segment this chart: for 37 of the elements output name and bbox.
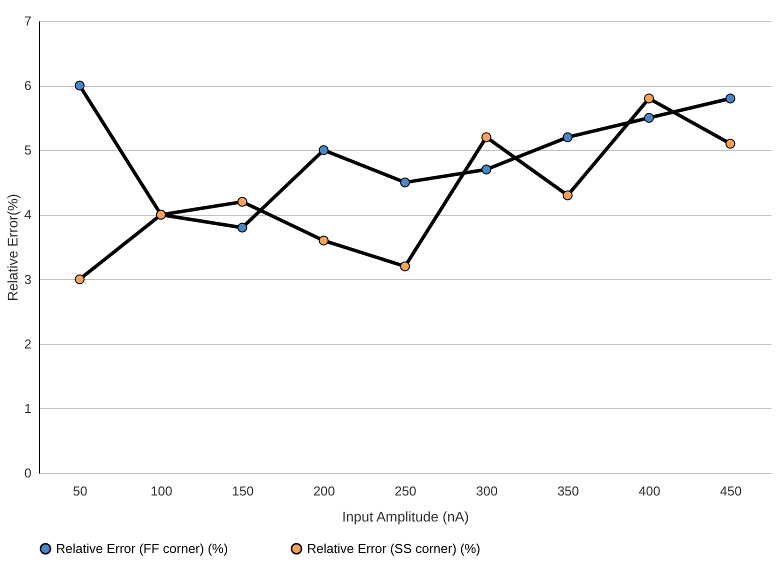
x-tick-label: 200 [313,484,336,498]
y-tick-label: 1 [24,400,32,416]
y-axis-title: Relative Error(%) [4,194,20,302]
point [74,80,85,91]
y-tick-label: 4 [24,207,32,222]
point [481,164,492,174]
x-tick-label: 250 [394,484,416,498]
legend-label: Relative Error (FF corner) (%) [56,540,228,556]
point [562,132,573,142]
point [725,94,736,104]
point [725,138,736,149]
point [400,177,410,188]
x-tick-label: 150 [232,484,254,498]
y-tick-label: 7 [24,14,32,28]
point [400,261,410,272]
point [644,112,654,123]
point [562,190,573,200]
x-tick-label: 450 [720,484,742,498]
x-tick-label: 100 [150,484,172,498]
x-tick-label: 350 [557,484,580,498]
point [644,94,654,104]
legend-label: Relative Error (SS corner) (%) [307,540,480,556]
x-tick-label: 400 [638,484,660,498]
y-tick-label: 0 [24,466,32,480]
point [74,274,85,284]
y-tick-label: 2 [24,336,32,352]
y-tick-label: 6 [24,78,32,94]
x-tick-label: 50 [72,484,88,498]
point [318,236,329,246]
point [481,132,492,142]
point [318,145,329,156]
x-axis-title: Input Amplitude (nA) [342,508,469,524]
point [237,222,248,233]
point [237,196,248,207]
y-tick-label: 3 [24,272,32,287]
x-tick-label: 300 [476,484,498,498]
y-tick-label: 5 [24,142,32,158]
